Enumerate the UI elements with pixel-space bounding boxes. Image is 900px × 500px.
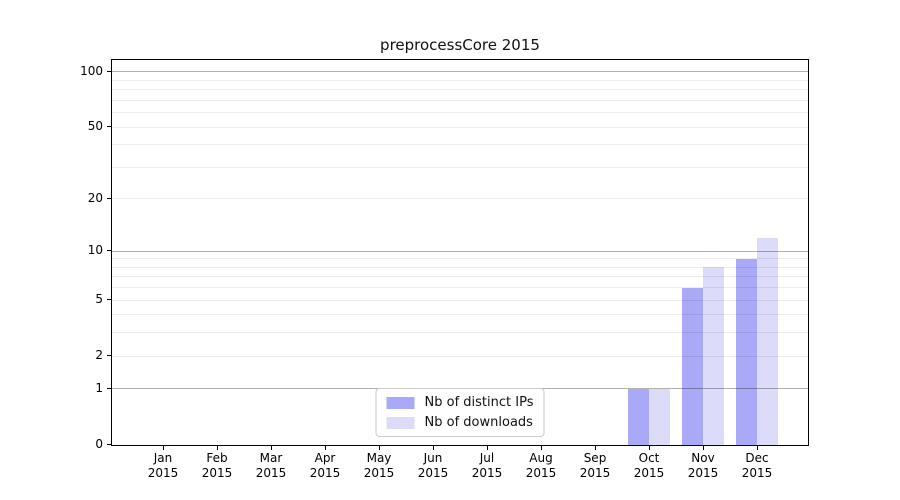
y-tick-50 (107, 126, 111, 128)
y-tick-label-50: 50 (87, 119, 103, 134)
minor-gridline-40 (112, 144, 808, 146)
y-tick-label-0: 0 (95, 437, 103, 451)
major-gridline-100 (112, 71, 808, 73)
x-tick-oct-2015 (648, 446, 650, 450)
x-tick-label-oct-2015: Oct 2015 (633, 451, 665, 480)
y-tick-label-5: 5 (95, 292, 103, 307)
x-tick-jul-2015 (486, 446, 488, 450)
x-tick-label-jul-2015: Jul 2015 (471, 451, 503, 480)
x-tick-feb-2015 (216, 446, 218, 450)
bar-nb-of-downloads-nov-2015 (703, 267, 724, 445)
minor-gridline-80 (112, 89, 808, 91)
x-tick-label-aug-2015: Aug 2015 (525, 451, 557, 480)
y-tick-10 (107, 250, 111, 252)
chart-title: preprocessCore 2015 (380, 36, 540, 54)
x-tick-may-2015 (378, 446, 380, 450)
legend-swatch-icon (386, 396, 415, 409)
y-tick-100 (107, 70, 111, 72)
x-tick-dec-2015 (756, 446, 758, 450)
x-tick-jun-2015 (432, 446, 434, 450)
y-tick-0 (107, 444, 111, 445)
x-tick-nov-2015 (702, 446, 704, 450)
y-tick-5 (107, 299, 111, 301)
x-tick-label-jan-2015: Jan 2015 (147, 451, 179, 480)
x-tick-label-nov-2015: Nov 2015 (687, 451, 719, 480)
bar-nb-of-distinct-ips-dec-2015 (736, 258, 757, 445)
x-tick-label-sep-2015: Sep 2015 (579, 451, 611, 480)
bar-nb-of-downloads-dec-2015 (757, 237, 778, 445)
minor-gridline-20 (112, 198, 808, 200)
minor-gridline-50 (112, 126, 808, 128)
x-tick-label-feb-2015: Feb 2015 (201, 451, 233, 480)
x-tick-label-mar-2015: Mar 2015 (255, 451, 287, 480)
x-tick-jan-2015 (162, 446, 164, 450)
legend: Nb of distinct IPs Nb of downloads (375, 388, 545, 437)
y-tick-label-1: 1 (95, 380, 103, 395)
minor-gridline-60 (112, 112, 808, 114)
legend-swatch-icon (386, 416, 415, 429)
minor-gridline-4 (112, 314, 808, 316)
y-tick-20 (107, 197, 111, 199)
x-tick-label-dec-2015: Dec 2015 (741, 451, 773, 480)
y-tick-label-100: 100 (80, 63, 103, 78)
x-tick-label-may-2015: May 2015 (363, 451, 395, 480)
minor-gridline-6 (112, 287, 808, 289)
x-tick-label-apr-2015: Apr 2015 (309, 451, 341, 480)
bar-nb-of-downloads-oct-2015 (649, 388, 670, 445)
minor-gridline-2 (112, 355, 808, 357)
major-gridline-10 (112, 250, 808, 252)
x-tick-apr-2015 (324, 446, 326, 450)
legend-entry-nb-of-downloads: Nb of downloads (386, 415, 534, 430)
y-tick-2 (107, 355, 111, 357)
minor-gridline-9 (112, 258, 808, 260)
x-tick-sep-2015 (594, 446, 596, 450)
y-tick-label-2: 2 (95, 348, 103, 363)
legend-entry-nb-of-distinct-ips: Nb of distinct IPs (386, 395, 534, 410)
bar-nb-of-distinct-ips-nov-2015 (682, 287, 703, 445)
x-tick-aug-2015 (540, 446, 542, 450)
plot-area: Nb of distinct IPs Nb of downloads (111, 59, 809, 446)
y-tick-1 (107, 387, 111, 389)
legend-label: Nb of distinct IPs (424, 395, 534, 410)
x-tick-mar-2015 (270, 446, 272, 450)
y-tick-label-20: 20 (87, 190, 103, 205)
bar-nb-of-distinct-ips-oct-2015 (628, 388, 649, 445)
minor-gridline-70 (112, 99, 808, 101)
minor-gridline-90 (112, 79, 808, 81)
minor-gridline-3 (112, 332, 808, 334)
minor-gridline-7 (112, 276, 808, 278)
legend-label: Nb of downloads (424, 415, 533, 430)
minor-gridline-5 (112, 299, 808, 301)
x-tick-label-jun-2015: Jun 2015 (417, 451, 449, 480)
y-tick-label-10: 10 (87, 243, 103, 258)
minor-gridline-30 (112, 166, 808, 168)
minor-gridline-8 (112, 266, 808, 268)
